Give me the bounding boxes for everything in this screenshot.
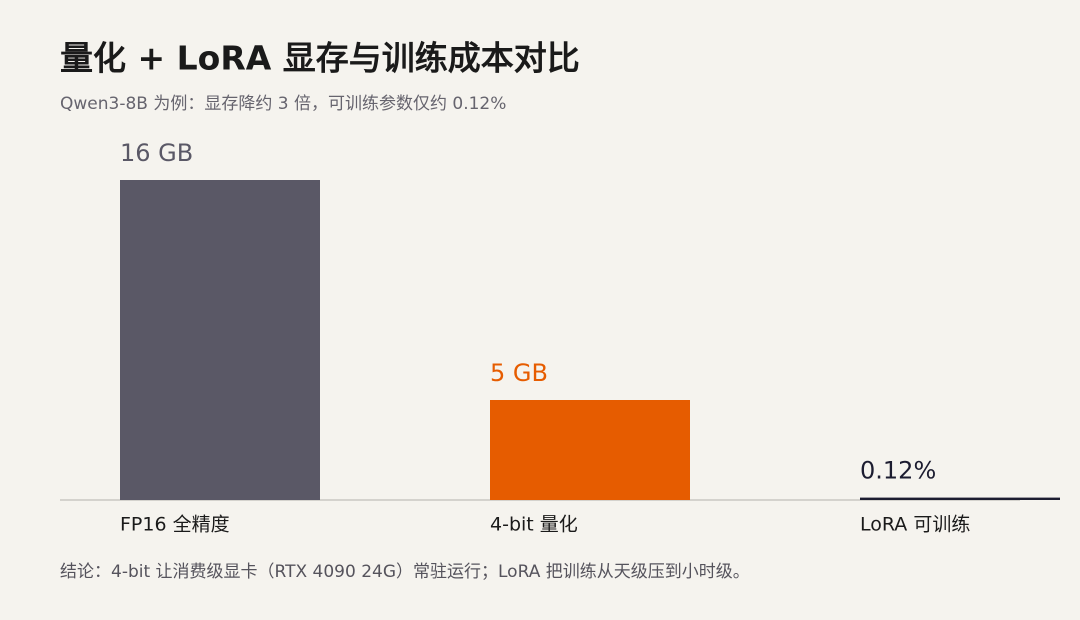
bar <box>120 180 320 500</box>
x-tick-label: 4-bit 量化 <box>490 514 578 536</box>
chart-title: 量化 + LoRA 显存与训练成本对比 <box>60 39 580 78</box>
value-label: 0.12% <box>860 457 936 485</box>
value-label: 5 GB <box>490 359 548 387</box>
chart-subtitle: Qwen3-8B 为例：显存降约 3 倍，可训练参数仅约 0.12% <box>60 94 506 114</box>
x-tick-label: LoRA 可训练 <box>860 514 970 536</box>
x-tick-label: FP16 全精度 <box>120 514 230 536</box>
footnote: 结论：4-bit 让消费级显卡（RTX 4090 24G）常驻运行；LoRA 把… <box>60 562 750 582</box>
bar <box>860 497 1060 500</box>
bar <box>490 400 690 500</box>
value-label: 16 GB <box>120 139 193 167</box>
